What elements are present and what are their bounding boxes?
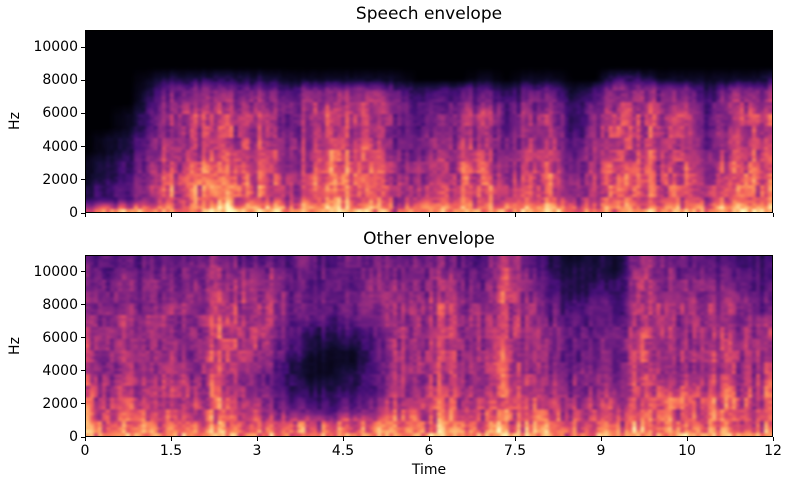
x-tick-mark [772, 213, 774, 217]
x-tick-label: 7.5 [503, 443, 527, 459]
x-tick-mark [600, 213, 602, 217]
x-tick-mark [256, 437, 258, 441]
y-tick-label: 0 [69, 429, 78, 445]
y-tick-label: 8000 [42, 296, 78, 313]
y-tick-label: 2000 [42, 395, 78, 412]
x-tick-mark [84, 437, 86, 441]
y-tick-mark [81, 112, 85, 114]
y-tick-mark [81, 304, 85, 306]
x-tick-label: 10 [678, 443, 696, 459]
y-tick-mark [81, 370, 85, 372]
x-tick-mark [170, 437, 172, 441]
x-tick-label: 1.5 [159, 443, 183, 459]
speech-plot-title: Speech envelope [355, 4, 503, 24]
x-tick-mark [686, 437, 688, 441]
y-tick-mark [81, 46, 85, 48]
x-tick-mark [514, 213, 516, 217]
y-tick-mark [81, 212, 85, 214]
x-tick-label: 4.5 [331, 443, 355, 459]
other-spectrogram-canvas [86, 256, 772, 436]
speech-spectrogram-canvas [86, 31, 772, 212]
other-plot-title: Other envelope [363, 229, 495, 249]
x-tick-mark [170, 213, 172, 217]
x-tick-mark [514, 437, 516, 441]
other-spectrogram-axes [85, 255, 773, 437]
time-axis-label: Time [411, 462, 447, 478]
x-tick-label: 6 [424, 443, 434, 459]
x-tick-label: 0 [80, 443, 90, 459]
y-tick-label: 8000 [42, 72, 78, 89]
x-tick-label: 3 [252, 443, 262, 459]
x-tick-mark [772, 437, 774, 441]
x-tick-mark [686, 213, 688, 217]
y-tick-mark [81, 79, 85, 81]
x-tick-mark [84, 213, 86, 217]
y-tick-mark [81, 436, 85, 438]
x-tick-label: 12 [764, 443, 782, 459]
y-tick-label: 2000 [42, 171, 78, 188]
y-tick-label: 10000 [33, 39, 78, 55]
x-tick-mark [600, 437, 602, 441]
y-tick-mark [81, 146, 85, 148]
y-tick-mark [81, 403, 85, 405]
y-tick-label: 10000 [33, 263, 78, 280]
y-tick-mark [81, 179, 85, 181]
speech-spectrogram-axes [85, 30, 773, 213]
y-tick-mark [81, 271, 85, 273]
y-tick-label: 4000 [42, 362, 78, 379]
x-tick-mark [342, 213, 344, 217]
x-tick-mark [256, 213, 258, 217]
x-tick-mark [428, 213, 430, 217]
y-tick-label: 0 [69, 205, 78, 221]
y-tick-label: 6000 [42, 105, 78, 122]
x-tick-mark [428, 437, 430, 441]
y-tick-label: 4000 [42, 138, 78, 155]
y-tick-mark [81, 337, 85, 339]
x-tick-mark [342, 437, 344, 441]
y-tick-label: 6000 [42, 329, 78, 346]
x-tick-label: 9 [596, 443, 606, 459]
